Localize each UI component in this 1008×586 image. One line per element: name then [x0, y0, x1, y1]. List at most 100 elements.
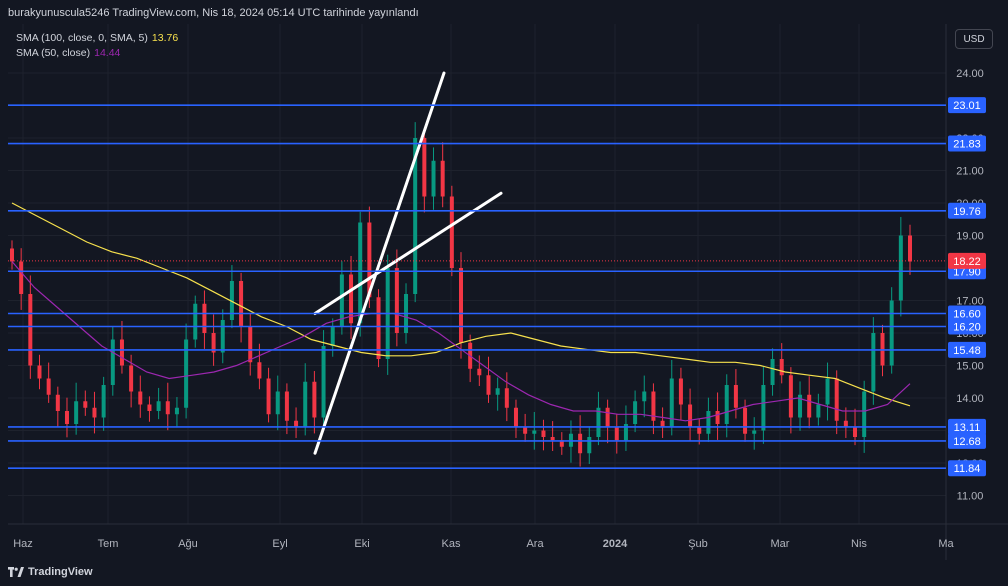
- last-price-tag: [948, 252, 986, 269]
- brand-name: TradingView: [28, 566, 93, 578]
- candle-body: [275, 391, 280, 415]
- price-chart[interactable]: 11.0012.0013.0014.0015.0016.0017.0018.00…: [8, 24, 1008, 560]
- x-tick-label: Tem: [98, 538, 119, 550]
- level-price-tag: [948, 202, 986, 219]
- candle-body: [459, 268, 463, 343]
- candle-body: [202, 303, 207, 333]
- candle-body: [578, 433, 583, 454]
- candle-body: [541, 430, 546, 437]
- candle-body: [129, 365, 134, 392]
- level-price-label: 13.11: [954, 422, 981, 434]
- candle-body: [523, 427, 528, 434]
- legend-sma50[interactable]: SMA (50, close) 14.44: [16, 47, 120, 59]
- x-tick-label: Eki: [354, 538, 369, 550]
- candle-body: [376, 297, 381, 359]
- candle-body: [550, 437, 555, 441]
- y-tick-label: 19.00: [956, 231, 984, 243]
- sma100-line: [11, 202, 911, 407]
- candle-body: [633, 401, 638, 424]
- candle-body: [312, 381, 317, 418]
- level-price-label: 12.68: [953, 436, 981, 448]
- x-tick-label: Nis: [851, 538, 867, 550]
- level-price-label: 16.60: [953, 309, 981, 321]
- candle-body: [184, 339, 189, 408]
- x-tick-label: Kas: [442, 538, 461, 550]
- candle-body: [55, 394, 60, 411]
- y-tick-label: 17.00: [956, 296, 984, 308]
- candle-body: [752, 430, 757, 434]
- candle-body: [853, 427, 858, 437]
- candle-body: [174, 407, 179, 415]
- candle-body: [101, 385, 106, 418]
- candle-body: [678, 378, 683, 405]
- candle-body: [257, 362, 262, 379]
- candle-body: [193, 303, 198, 340]
- sma50-value: 14.44: [94, 47, 121, 59]
- candle-body: [358, 222, 363, 324]
- legend-sma100[interactable]: SMA (100, close, 0, SMA, 5) 13.76: [16, 32, 178, 44]
- level-price-tag: [948, 460, 986, 477]
- chart-pane[interactable]: 11.0012.0013.0014.0015.0016.0017.0018.00…: [8, 24, 1008, 560]
- level-price-tag: [948, 418, 986, 435]
- candle-body: [220, 320, 225, 353]
- x-tick-label: Ağu: [178, 538, 198, 550]
- candle-body: [843, 420, 848, 428]
- candle-body: [367, 222, 372, 298]
- x-tick-label: Şub: [688, 538, 708, 550]
- candle-body: [248, 326, 253, 363]
- x-tick-label: Ara: [526, 538, 544, 550]
- candle-body: [339, 274, 344, 327]
- candle-body: [669, 378, 674, 428]
- candle-body: [19, 261, 24, 294]
- candle-body: [165, 401, 170, 415]
- candle-body: [807, 394, 812, 418]
- candle-body: [587, 437, 592, 454]
- y-tick-label: 24.00: [956, 68, 984, 80]
- currency-button[interactable]: USD: [955, 29, 993, 49]
- level-price-tag: [948, 318, 986, 335]
- candle-body: [798, 394, 803, 418]
- sma100-value: 13.76: [151, 32, 179, 44]
- candle-body: [623, 424, 628, 441]
- candle-body: [37, 365, 42, 379]
- candle-body: [642, 391, 647, 402]
- level-price-label: 21.83: [953, 139, 981, 151]
- candle-body: [614, 427, 619, 441]
- y-tick-label: 15.00: [956, 361, 984, 373]
- candle-body: [605, 407, 610, 428]
- candle-body: [119, 339, 124, 366]
- candle-body: [504, 388, 509, 408]
- level-price-label: 16.20: [953, 322, 981, 334]
- candle-body: [559, 440, 564, 447]
- candle-body: [688, 404, 693, 428]
- publish-header: burakyunuscula5246 TradingView.com, Nis …: [0, 0, 1008, 24]
- brand[interactable]: TradingView: [8, 566, 93, 578]
- x-tick-label: Ma: [938, 538, 954, 550]
- candle-body: [770, 359, 775, 385]
- candle-body: [596, 407, 601, 437]
- sma100-label: SMA (100, close, 0, SMA, 5): [16, 32, 148, 44]
- level-price-label: 23.01: [953, 100, 981, 112]
- candle-body: [889, 300, 894, 366]
- candle-body: [486, 375, 491, 395]
- candle-body: [715, 411, 720, 424]
- level-price-label: 19.76: [953, 206, 981, 218]
- tradingview-logo-icon: [8, 567, 24, 577]
- x-tick-label: Haz: [13, 538, 33, 550]
- candle-body: [779, 359, 784, 376]
- candle-body: [449, 196, 454, 268]
- candle-body: [330, 326, 335, 346]
- candle-body: [651, 391, 656, 421]
- candle-body: [761, 385, 766, 431]
- candle-body: [147, 404, 152, 411]
- candle-body: [871, 333, 876, 392]
- x-tick-label: Eyl: [272, 538, 287, 550]
- level-price-tag: [948, 305, 986, 322]
- candle-body: [284, 391, 289, 421]
- candle-body: [239, 281, 244, 327]
- candle-body: [733, 385, 738, 408]
- candle-body: [229, 281, 234, 320]
- candle-body: [46, 378, 51, 395]
- candle-body: [211, 333, 216, 353]
- level-price-label: 15.48: [953, 345, 981, 357]
